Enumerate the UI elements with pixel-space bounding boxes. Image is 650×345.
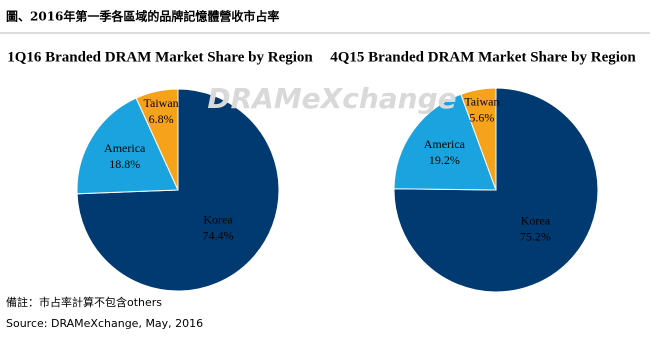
slice-value: 19.2% [429,153,460,167]
pie-slice [393,87,599,293]
note: 備註：市占率計算不包含others [6,295,162,309]
pie-slice [460,87,497,191]
slice-value: 6.8% [149,112,174,126]
slice-value: 18.8% [109,157,140,171]
pie-slice [76,97,179,195]
pie-slice [393,93,497,191]
slice-value: 5.6% [469,110,494,124]
slice-label: America [424,137,466,151]
slice-label: Taiwan [464,94,499,108]
chart-title: 4Q15 Branded DRAM Market Share by Region [330,49,636,65]
pie-slice [135,88,179,191]
slice-value: 75.2% [520,230,551,244]
slice-label: Taiwan [144,96,179,110]
page-title: 圖、2016年第一季各區域的品牌記憶體營收市占率 [6,9,279,24]
source: Source: DRAMeXchange, May, 2016 [6,317,203,330]
watermark: DRAMeXchange [207,82,456,115]
slice-label: Korea [521,214,551,228]
slice-value: 74.4% [203,228,234,242]
slice-label: America [104,141,146,155]
slice-label: Korea [203,212,233,226]
chart-title: 1Q16 Branded DRAM Market Share by Region [7,49,313,65]
